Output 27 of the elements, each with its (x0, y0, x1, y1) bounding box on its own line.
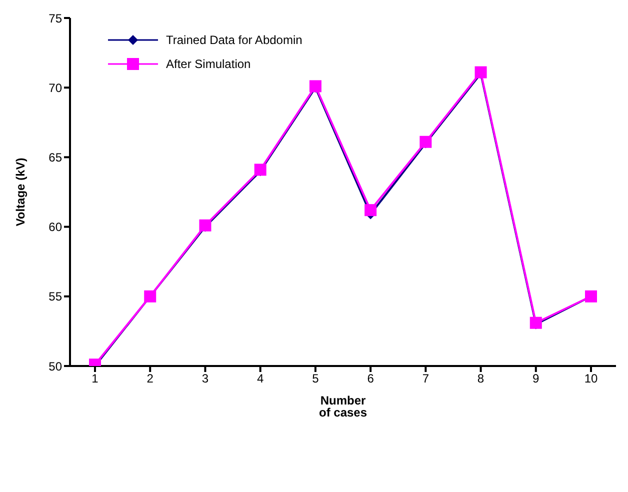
x-tick-label: 6 (367, 372, 374, 386)
legend-label: After Simulation (166, 57, 251, 71)
x-tick-label: 3 (202, 372, 209, 386)
legend-label: Trained Data for Abdomin (166, 33, 302, 47)
x-tick-label: 5 (312, 372, 320, 386)
point (474, 66, 487, 78)
point (364, 204, 377, 216)
x-tick-label: 10 (584, 372, 598, 386)
y-tick-label: 50 (48, 359, 62, 374)
x-tick-label: 1 (92, 372, 99, 386)
point (199, 219, 212, 232)
y-tick-label: 60 (48, 220, 62, 234)
y-axis-title: Voltage (kV) (13, 158, 28, 226)
y-tick-label: 65 (48, 150, 62, 164)
point (309, 80, 322, 92)
x-tick-label: 2 (146, 372, 154, 386)
x-tick-label: 9 (532, 372, 540, 386)
y-tick-label: 55 (48, 290, 62, 304)
y-tick-label: 75 (48, 11, 62, 26)
point (530, 316, 542, 329)
x-tick-label: 8 (477, 372, 484, 386)
y-tick-label: 70 (48, 80, 62, 95)
x-tick-label: 4 (256, 372, 264, 386)
point (254, 164, 266, 176)
x-tick-label: 7 (422, 372, 430, 386)
x-axis-title: Number of cases (318, 394, 368, 420)
point (420, 136, 432, 148)
